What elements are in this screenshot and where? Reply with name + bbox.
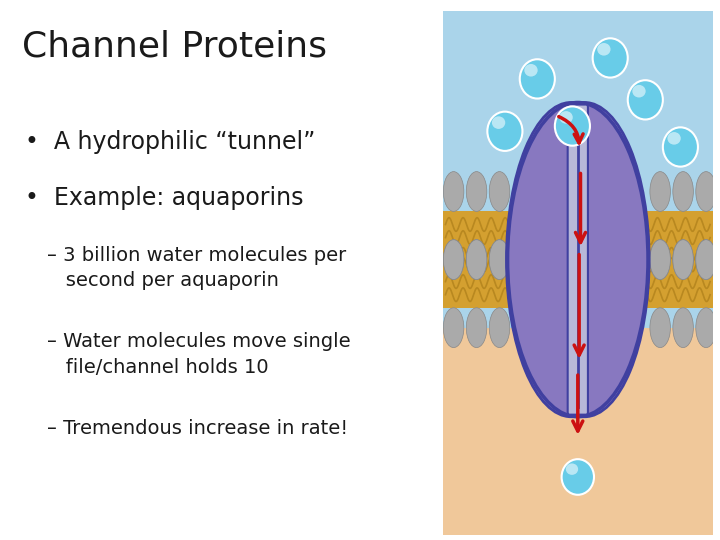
Ellipse shape	[508, 103, 648, 417]
Text: Channel Proteins: Channel Proteins	[22, 30, 327, 64]
Ellipse shape	[506, 103, 636, 417]
Ellipse shape	[597, 43, 611, 56]
Bar	[637, 212, 713, 260]
Circle shape	[490, 172, 510, 212]
Bar	[637, 260, 713, 308]
Text: •  A hydrophilic “tunnel”: • A hydrophilic “tunnel”	[25, 130, 315, 153]
Bar	[443, 11, 713, 192]
Circle shape	[696, 172, 716, 212]
Ellipse shape	[520, 59, 555, 98]
Circle shape	[467, 308, 487, 348]
Circle shape	[672, 308, 693, 348]
Ellipse shape	[492, 116, 505, 129]
Circle shape	[650, 308, 670, 348]
Ellipse shape	[559, 111, 572, 124]
Circle shape	[672, 172, 693, 212]
Text: – 3 billion water molecules per
   second per aquaporin: – 3 billion water molecules per second p…	[47, 246, 346, 291]
Circle shape	[444, 308, 464, 348]
Ellipse shape	[628, 80, 663, 119]
Circle shape	[650, 240, 670, 280]
Ellipse shape	[555, 106, 590, 146]
Circle shape	[672, 240, 693, 280]
Circle shape	[672, 240, 693, 280]
FancyBboxPatch shape	[567, 105, 588, 415]
Bar	[443, 328, 713, 535]
Bar	[443, 192, 713, 328]
Text: •  Example: aquaporins: • Example: aquaporins	[25, 186, 304, 210]
Ellipse shape	[632, 85, 646, 98]
FancyArrowPatch shape	[559, 117, 583, 143]
Circle shape	[467, 240, 487, 280]
Ellipse shape	[562, 459, 594, 495]
Circle shape	[650, 172, 670, 212]
Circle shape	[490, 240, 510, 280]
Ellipse shape	[524, 64, 538, 77]
Circle shape	[650, 240, 670, 280]
Circle shape	[696, 240, 716, 280]
Circle shape	[444, 240, 464, 280]
Circle shape	[490, 308, 510, 348]
Text: – Tremendous increase in rate!: – Tremendous increase in rate!	[47, 418, 348, 437]
Circle shape	[467, 172, 487, 212]
Bar	[443, 260, 518, 308]
Circle shape	[444, 172, 464, 212]
Text: – Water molecules move single
   file/channel holds 10: – Water molecules move single file/chann…	[47, 332, 351, 377]
Circle shape	[444, 240, 464, 280]
Ellipse shape	[566, 463, 578, 475]
Circle shape	[696, 240, 716, 280]
Circle shape	[467, 240, 487, 280]
Ellipse shape	[593, 38, 628, 78]
Ellipse shape	[487, 112, 523, 151]
Ellipse shape	[663, 127, 698, 167]
Circle shape	[696, 308, 716, 348]
Bar	[443, 212, 518, 260]
Ellipse shape	[667, 132, 680, 145]
Ellipse shape	[520, 103, 649, 417]
Circle shape	[490, 240, 510, 280]
